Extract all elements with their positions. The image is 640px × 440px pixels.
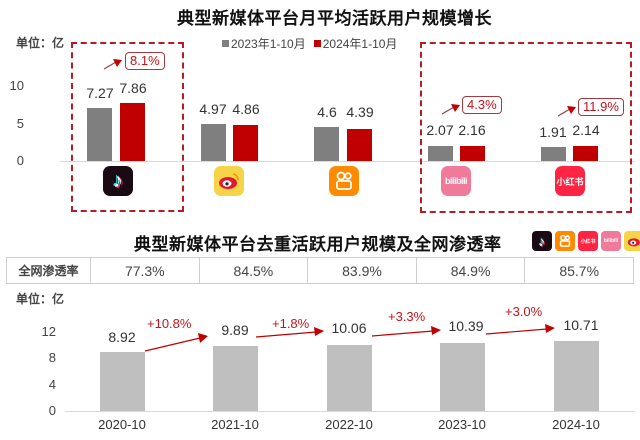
- legend-label-2023: 2023年1-10月: [231, 37, 306, 51]
- y-tick-4: 4: [48, 377, 56, 392]
- weibo-icon: [624, 231, 640, 251]
- legend-swatch-2024: [313, 40, 321, 47]
- penetration-table: 全网渗透率 77.3% 84.5% 83.9% 84.9% 85.7%: [6, 257, 634, 284]
- highlight-box-douyin: [71, 42, 184, 212]
- y-tick-8: 8: [48, 350, 56, 365]
- bottom-chart-unit: 单位：亿: [16, 292, 65, 306]
- kuaishou-icon: [329, 166, 359, 196]
- value-2021: 9.89: [221, 322, 249, 338]
- bar-2024: [554, 341, 599, 411]
- growth-2022-2023: +3.3%: [388, 309, 426, 324]
- x-label-2021: 2021-10: [211, 417, 259, 432]
- growth-arrow-douyin: [103, 59, 122, 70]
- penetration-2024: 85.7%: [524, 257, 634, 284]
- highlight-box-bilibili-xiaohongshu: [420, 42, 632, 213]
- penetration-row-label: 全网渗透率: [6, 257, 91, 284]
- y-tick-0: 0: [48, 403, 56, 418]
- douyin-icon: ♪: [103, 166, 133, 196]
- xiaohongshu-icon-text: 小红书: [556, 176, 584, 187]
- growth-2020-2021: +10.8%: [147, 316, 192, 331]
- xiaohongshu-icon: 小红书: [555, 166, 585, 196]
- growth-callout-bilibili: 4.3%: [462, 96, 502, 114]
- platform-icons-strip: ♪ 小红书 bilibili: [529, 231, 640, 251]
- legend-swatch-2023: [222, 40, 229, 47]
- bar-weibo-2024: [233, 125, 258, 161]
- penetration-row: 全网渗透率 77.3% 84.5% 83.9% 84.9% 85.7%: [6, 257, 634, 284]
- bar-2022: [327, 345, 372, 411]
- value-douyin-2023: 7.27: [86, 85, 114, 101]
- growth-callout-douyin: 8.1%: [125, 52, 165, 70]
- growth-2023-2024: +3.0%: [505, 304, 543, 319]
- value-2024: 10.71: [563, 317, 599, 333]
- y-tick-0: 0: [16, 153, 24, 168]
- douyin-icon: ♪: [532, 231, 552, 251]
- bar-xiaohongshu-2023: [541, 147, 566, 161]
- top-chart-baseline: [60, 161, 635, 162]
- legend-label-2024: 2024年1-10月: [322, 37, 398, 51]
- y-tick-5: 5: [16, 116, 24, 131]
- x-label-2020: 2020-10: [98, 417, 146, 432]
- top-chart-legend: 2023年1-10月 2024年1-10月: [222, 35, 397, 52]
- value-kuaishou-2024: 4.39: [346, 104, 374, 120]
- bottom-chart-title: 典型新媒体平台去重活跃用户规模及全网渗透率: [134, 235, 502, 254]
- x-label-2022: 2022-10: [325, 417, 373, 432]
- bar-kuaishou-2024: [347, 129, 372, 161]
- bar-douyin-2024: [120, 103, 145, 161]
- penetration-2020: 77.3%: [90, 257, 200, 284]
- bilibili-icon: bilibili: [601, 231, 621, 251]
- value-2020: 8.92: [108, 329, 136, 345]
- bar-douyin-2023: [87, 108, 112, 161]
- value-bilibili-2023: 2.07: [426, 122, 454, 138]
- growth-arrows: [144, 324, 555, 352]
- growth-callout-xiaohongshu: 11.9%: [578, 98, 624, 116]
- value-xiaohongshu-2023: 1.91: [539, 124, 567, 140]
- top-chart-title: 典型新媒体平台月平均活跃用户规模增长: [177, 9, 492, 28]
- penetration-2021: 84.5%: [198, 257, 309, 284]
- penetration-2022: 83.9%: [307, 257, 417, 284]
- x-label-2023: 2023-10: [438, 417, 486, 432]
- growth-arrow-xiaohongshu: [557, 106, 576, 117]
- value-douyin-2024: 7.86: [119, 80, 147, 96]
- y-tick-10: 10: [9, 78, 24, 93]
- bar-bilibili-2023: [428, 146, 453, 161]
- value-kuaishou-2023: 4.6: [317, 104, 337, 120]
- bottom-chart-baseline: [65, 411, 635, 412]
- xiaohongshu-icon: 小红书: [578, 231, 598, 251]
- bar-2020: [100, 352, 145, 411]
- value-2023: 10.39: [448, 318, 484, 334]
- value-weibo-2024: 4.86: [232, 101, 260, 117]
- bar-2021: [213, 346, 258, 411]
- bilibili-icon: bilibili: [441, 166, 471, 196]
- growth-2021-2022: +1.8%: [272, 316, 310, 331]
- value-xiaohongshu-2024: 2.14: [572, 122, 600, 138]
- value-weibo-2023: 4.97: [199, 101, 227, 117]
- bar-2023: [440, 343, 485, 411]
- growth-arrow-bilibili: [441, 104, 460, 115]
- value-2022: 10.06: [331, 320, 367, 336]
- top-chart-unit: 单位：亿: [16, 36, 65, 50]
- y-tick-12: 12: [41, 324, 56, 339]
- kuaishou-icon: [555, 231, 575, 251]
- penetration-2023: 84.9%: [415, 257, 526, 284]
- x-label-2024: 2024-10: [552, 417, 600, 432]
- bar-weibo-2023: [201, 124, 226, 161]
- value-bilibili-2024: 2.16: [458, 122, 486, 138]
- bar-bilibili-2024: [460, 146, 485, 161]
- weibo-icon: [214, 166, 244, 196]
- bar-xiaohongshu-2024: [573, 146, 598, 161]
- bar-kuaishou-2023: [314, 127, 339, 161]
